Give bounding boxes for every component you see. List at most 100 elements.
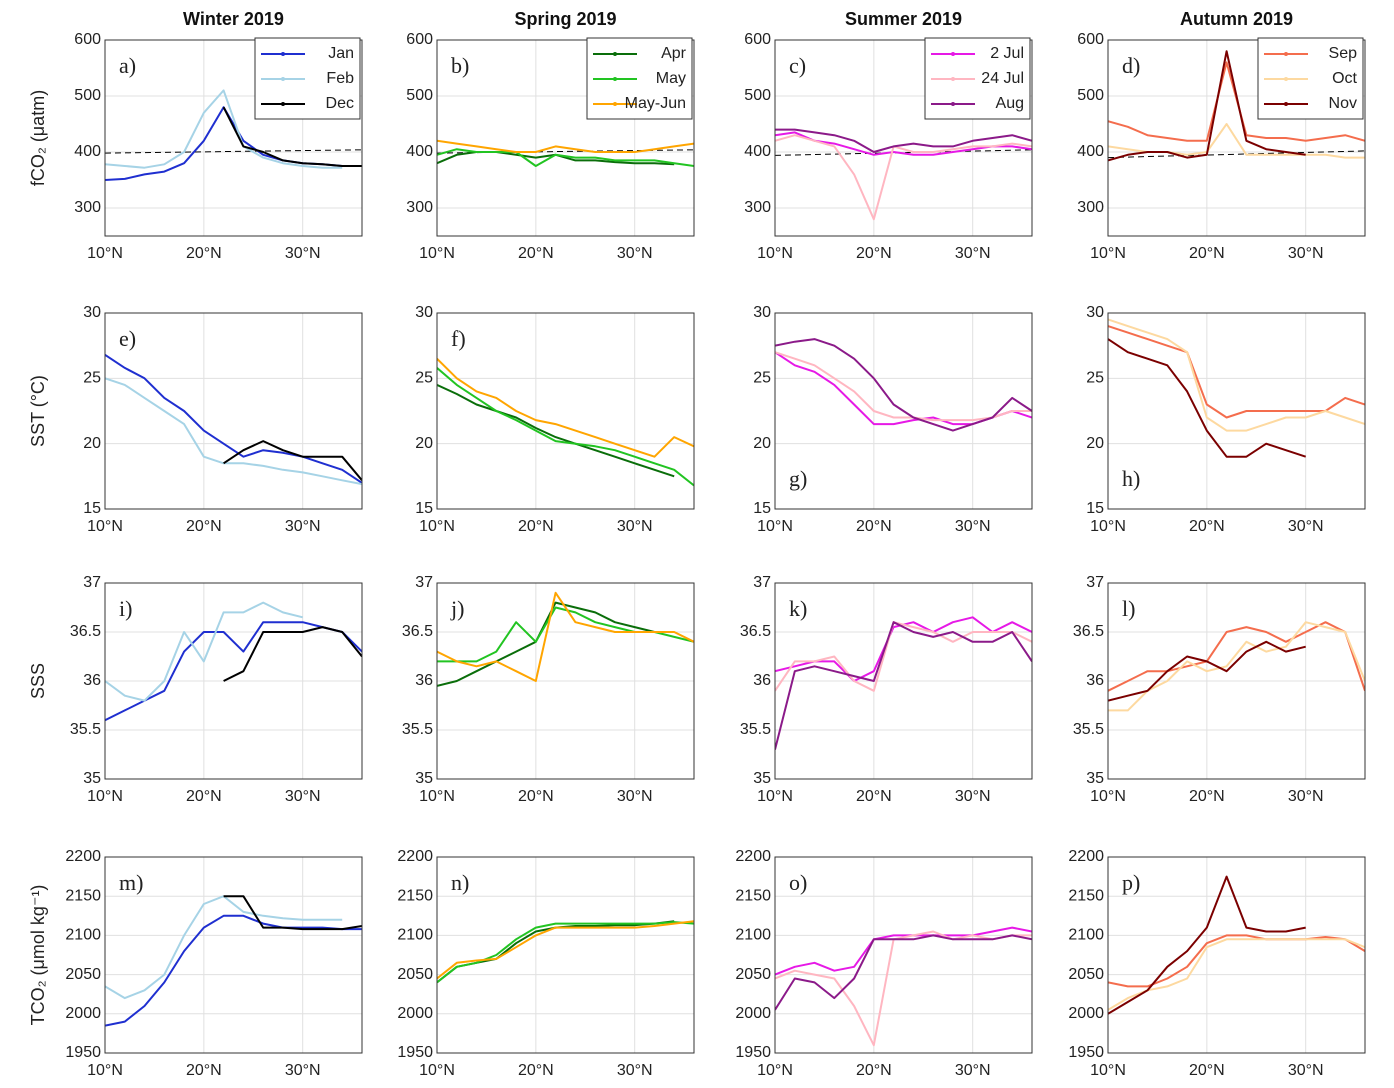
y-tick-label: 500 (1077, 87, 1104, 104)
series-line (437, 606, 694, 663)
panel: 10°N 20°N 30°N 35 35.5 36 36.5 37 k) (740, 574, 1033, 805)
y-tick-label: 2000 (1068, 1005, 1104, 1022)
x-tick-label: 30°N (955, 518, 991, 535)
legend-marker (951, 52, 955, 56)
y-tick-label: 15 (415, 500, 433, 517)
legend-marker (951, 102, 955, 106)
x-tick-label: 20°N (1189, 518, 1225, 535)
axes-frame (436, 582, 695, 780)
panel-label: b) (451, 53, 469, 78)
panel-label: p) (1122, 870, 1140, 895)
plot-area (1108, 50, 1365, 162)
legend-label: Dec (326, 95, 354, 112)
x-tick-label: 20°N (856, 1062, 892, 1079)
plot-area (775, 616, 1032, 750)
y-tick-label: 35 (415, 770, 433, 787)
y-tick-label: 37 (753, 574, 771, 591)
x-tick-label: 20°N (1189, 788, 1225, 805)
axes-frame (1107, 312, 1366, 510)
series-line (775, 128, 1032, 153)
x-tick-label: 30°N (955, 1062, 991, 1079)
y-tick-label: 36.5 (402, 623, 433, 640)
series-line (437, 357, 694, 458)
series-line (775, 351, 1032, 426)
x-tick-label: 10°N (1090, 1062, 1126, 1079)
legend-marker (281, 77, 285, 81)
series-line (1108, 338, 1307, 458)
panel-title: Summer 2019 (845, 9, 962, 29)
x-tick-label: 30°N (1288, 788, 1324, 805)
y-tick-label: 300 (74, 199, 101, 216)
y-tick-label: 36 (415, 672, 433, 689)
y-tick-label: 2100 (1068, 927, 1104, 944)
y-tick-label: 400 (1077, 143, 1104, 160)
panel: 10°N 20°N 30°N 15 20 25 30 h) (1086, 304, 1366, 535)
axes-frame (436, 312, 695, 510)
plot-area (1108, 875, 1365, 1015)
axes-frame (774, 39, 1033, 237)
panel-label: n) (451, 870, 469, 895)
x-tick-label: 20°N (518, 788, 554, 805)
legend-box (1257, 37, 1364, 120)
y-tick-label: 37 (415, 574, 433, 591)
panel: 10°N 20°N 30°N 35 35.5 36 36.5 37 l) (1073, 574, 1366, 805)
axes-frame (774, 312, 1033, 510)
y-axis-label: TCO₂ (μmol kg⁻¹) (28, 885, 48, 1026)
series-line (1108, 325, 1365, 419)
series-line (1108, 621, 1365, 692)
axes-frame (436, 39, 695, 237)
y-tick-label: 25 (83, 370, 101, 387)
panel: 10°N 20°N 30°N 35 35.5 36 36.5 37 j) (402, 574, 695, 805)
y-tick-label: 2150 (1068, 887, 1104, 904)
y-tick-label: 1950 (397, 1044, 433, 1061)
x-tick-label: 10°N (419, 245, 455, 262)
y-tick-label: 600 (1077, 31, 1104, 48)
y-tick-label: 400 (406, 143, 433, 160)
series-line (105, 89, 343, 169)
x-tick-label: 10°N (1090, 518, 1126, 535)
y-tick-label: 36.5 (70, 623, 101, 640)
panel-label: l) (1122, 596, 1135, 621)
panel-label: k) (789, 596, 807, 621)
y-tick-label: 1950 (1068, 1044, 1104, 1061)
y-tick-label: 35 (1086, 770, 1104, 787)
panel-label: i) (119, 596, 132, 621)
y-tick-label: 35 (83, 770, 101, 787)
legend-marker (1284, 77, 1288, 81)
y-tick-label: 15 (83, 500, 101, 517)
series-line (437, 591, 694, 682)
x-tick-label: 20°N (186, 518, 222, 535)
panel: 10°N 20°N 30°N 15 20 25 30 g) (753, 304, 1033, 535)
series-line (437, 139, 694, 153)
legend-label: Apr (661, 45, 687, 62)
y-tick-label: 25 (753, 370, 771, 387)
x-tick-label: 20°N (518, 245, 554, 262)
series-line (775, 621, 1032, 692)
series-line (105, 621, 362, 722)
axes-frame (104, 856, 363, 1054)
y-tick-label: 2200 (735, 848, 771, 865)
x-tick-label: 20°N (518, 1062, 554, 1079)
x-tick-label: 10°N (757, 245, 793, 262)
series-line (1108, 640, 1306, 702)
x-tick-label: 20°N (856, 518, 892, 535)
axes-frame (1107, 856, 1366, 1054)
panel-title: Winter 2019 (183, 9, 284, 29)
series-line (105, 914, 362, 1027)
y-tick-label: 2200 (397, 848, 433, 865)
x-tick-label: 30°N (285, 788, 321, 805)
x-tick-label: 10°N (419, 518, 455, 535)
series-line (437, 920, 694, 980)
legend-label: Nov (1329, 95, 1357, 112)
series-line (437, 921, 694, 984)
panel: 10°N 20°N 30°N 300 400 500 600 Spring 2019 b) Apr… (406, 9, 695, 262)
series-line (775, 131, 1032, 156)
series-line (105, 601, 303, 702)
series-line (775, 338, 1032, 432)
y-tick-label: 35.5 (402, 721, 433, 738)
panel: 10°N 20°N 30°N 35 35.5 36 36.5 37 i) SSS (28, 574, 363, 805)
axes-frame (104, 312, 363, 510)
panel: 10°N 20°N 30°N 300 400 500 600 Summer 2019 c) 2 J… (744, 9, 1033, 262)
y-tick-label: 30 (1086, 304, 1104, 321)
panel: 10°N 20°N 30°N 15 20 25 30 f) (415, 304, 695, 535)
